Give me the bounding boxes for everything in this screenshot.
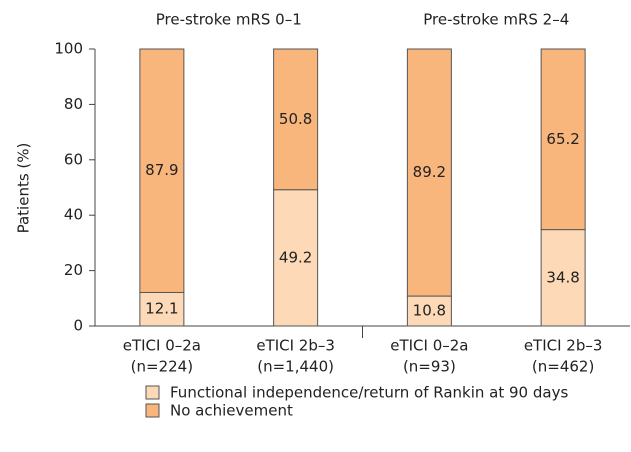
data-label: 89.2 <box>413 163 446 181</box>
data-label: 65.2 <box>546 130 579 148</box>
x-tick-label: eTICI 0–2a <box>123 337 201 355</box>
y-tick-label: 40 <box>64 206 83 224</box>
bar-segment <box>273 189 319 327</box>
y-tick-label: 0 <box>73 317 83 335</box>
data-label: 87.9 <box>145 161 178 179</box>
x-tick-label: (n=462) <box>532 358 594 376</box>
legend-label: Functional independence/return of Rankin… <box>170 384 568 402</box>
y-tick-label: 80 <box>64 95 83 113</box>
data-label: 34.8 <box>546 268 579 286</box>
y-tick-label: 20 <box>64 261 83 279</box>
bar-segment <box>540 48 586 231</box>
y-axis-label: Patients (%) <box>15 143 33 234</box>
group-label: Pre-stroke mRS 0–1 <box>156 11 302 29</box>
x-tick-label: eTICI 0–2a <box>390 337 468 355</box>
data-label: 50.8 <box>279 110 312 128</box>
bar-segment <box>273 48 319 191</box>
x-tick-label: eTICI 2b–3 <box>256 337 335 355</box>
data-label: 49.2 <box>279 248 312 266</box>
legend-label: No achievement <box>170 402 293 420</box>
x-tick-label: (n=224) <box>131 358 193 376</box>
y-tick-label: 100 <box>54 40 83 58</box>
data-label: 10.8 <box>413 302 446 320</box>
bar-segment <box>139 48 185 293</box>
legend-swatch <box>145 403 160 418</box>
legend-swatch <box>145 385 160 400</box>
x-tick-label: eTICI 2b–3 <box>524 337 603 355</box>
y-tick-label: 60 <box>64 150 83 168</box>
x-tick-label: (n=93) <box>403 358 456 376</box>
data-label: 12.1 <box>145 300 178 318</box>
x-tick-label: (n=1,440) <box>257 358 334 376</box>
bar-segment <box>406 48 452 297</box>
group-label: Pre-stroke mRS 2–4 <box>423 11 569 29</box>
